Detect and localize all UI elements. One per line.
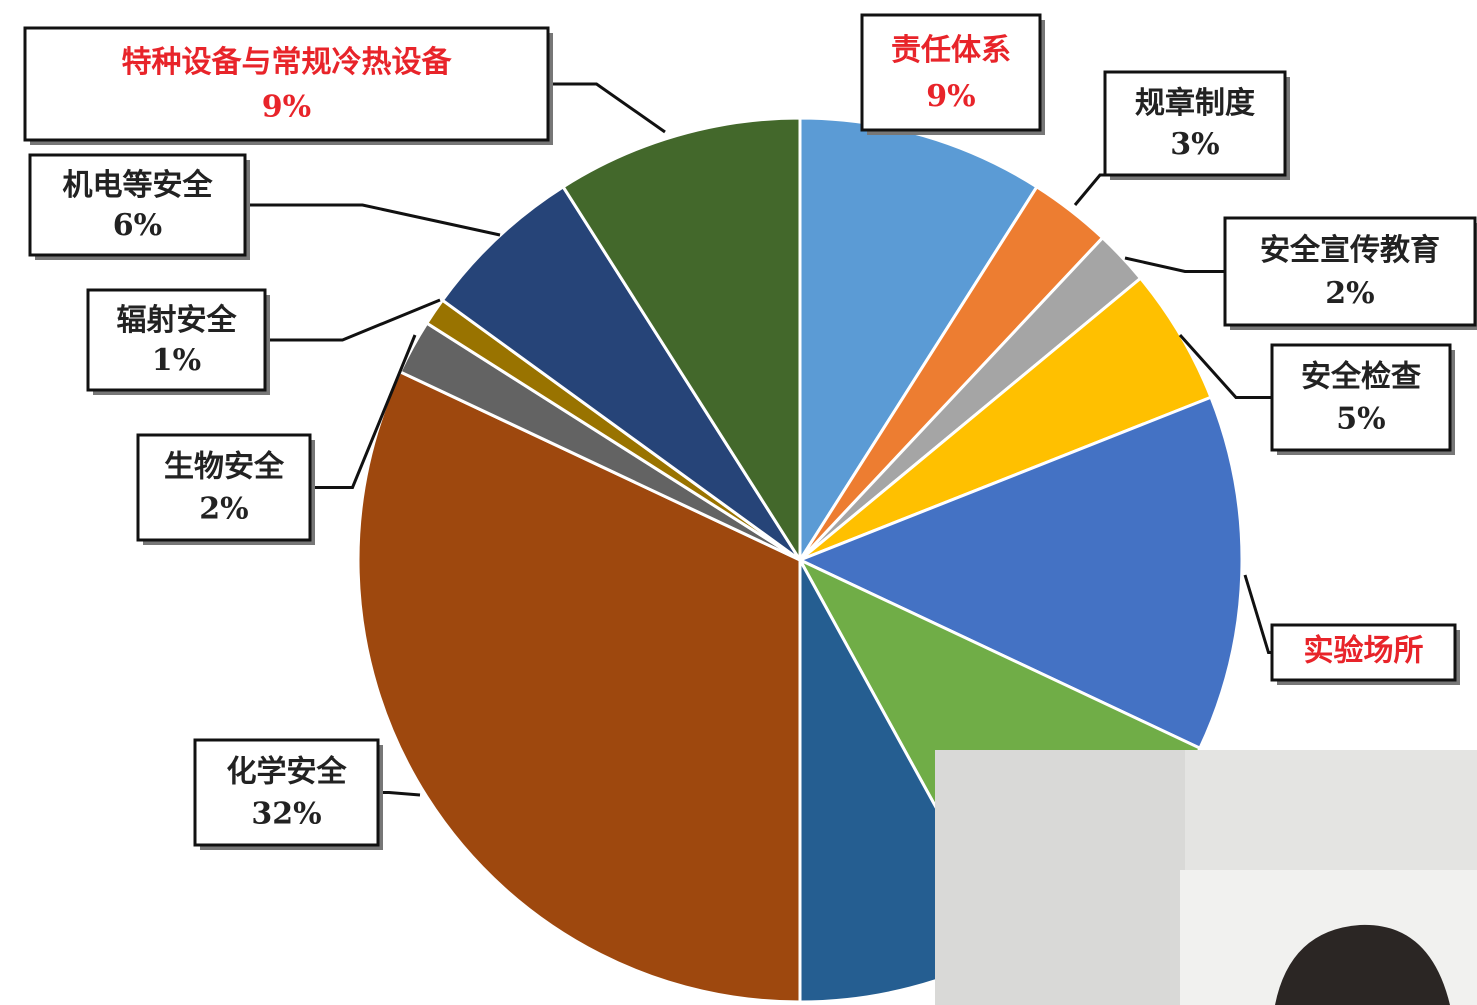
leader-line (245, 203, 501, 237)
leader-line (265, 298, 441, 342)
slice (356, 369, 802, 1004)
category-label: 特种设备与常规冷热设备 (122, 45, 453, 80)
category-label: 辐射安全 (117, 303, 238, 338)
callout-box (193, 738, 380, 847)
callout-box (1270, 623, 1457, 682)
callout-box (136, 433, 312, 542)
category-label: 机电等安全 (63, 168, 214, 203)
value-label: 9% (926, 79, 975, 114)
value-label: 6% (113, 208, 162, 243)
slice (561, 116, 802, 566)
callout-box (1103, 70, 1287, 177)
leader-line (1178, 333, 1272, 399)
category-label: 化学安全 (227, 755, 348, 790)
leader-line (378, 791, 421, 797)
callout-box (86, 288, 267, 392)
value-label: 5% (1336, 402, 1385, 437)
leader-line (310, 334, 417, 489)
callout-box (1223, 216, 1477, 327)
video-wall (935, 750, 1185, 1005)
callout-box (860, 13, 1042, 132)
leader-line (548, 82, 666, 134)
category-label: 规章制度 (1135, 86, 1255, 121)
category-label: 安全检查 (1301, 360, 1421, 395)
value-label: 3% (1170, 127, 1219, 162)
slice (798, 116, 1039, 566)
leader-line (1124, 256, 1225, 273)
value-label: 1% (152, 343, 201, 378)
leader-line (1243, 574, 1272, 654)
video-person (1275, 924, 1450, 1005)
value-label: 2% (199, 492, 248, 527)
category-label: 实验场所 (1304, 634, 1424, 669)
callout-box (23, 26, 550, 142)
value-label: 2% (1325, 276, 1374, 311)
value-label: 32% (251, 797, 321, 832)
category-label: 生物安全 (164, 450, 285, 485)
callout-box (28, 153, 247, 257)
category-label: 责任体系 (891, 33, 1011, 68)
callout-box (1270, 343, 1452, 452)
category-label: 安全宣传教育 (1260, 233, 1440, 268)
value-label: 9% (262, 90, 311, 125)
video-overlay (935, 750, 1477, 1005)
slice (796, 395, 1244, 751)
slice (440, 184, 802, 562)
leader-line (1073, 173, 1105, 206)
